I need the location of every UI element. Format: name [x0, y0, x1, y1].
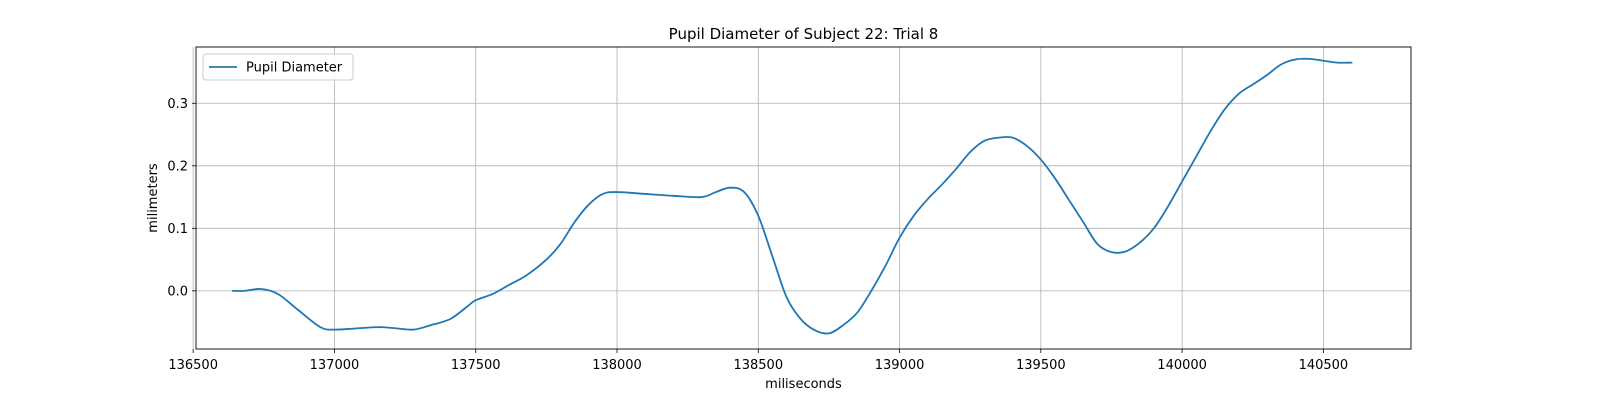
y-axis-label: milimeters: [146, 163, 161, 233]
y-tick-label: 0.3: [167, 97, 188, 112]
x-tick-label: 139000: [875, 358, 925, 373]
x-tick-label: 137500: [451, 358, 501, 373]
legend: Pupil Diameter: [202, 53, 354, 81]
x-tick-label: 136500: [168, 358, 218, 373]
y-axis-ticks: 0.0 0.1 0.2 0.3: [167, 97, 196, 299]
series-layer: [231, 57, 1353, 335]
x-tick-label: 140000: [1157, 358, 1207, 373]
x-axis-label: miliseconds: [765, 377, 842, 392]
x-tick-label: 139500: [1016, 358, 1066, 373]
x-tick-label: 140500: [1299, 358, 1349, 373]
chart-title: Pupil Diameter of Subject 22: Trial 8: [669, 25, 939, 43]
grid-lines: [192, 47, 1411, 349]
y-tick-label: 0.0: [167, 284, 188, 299]
x-axis-ticks: 136500 137000 137500 138000 138500 139000 1395…: [168, 349, 1348, 373]
plot-frame: [195, 46, 1412, 350]
y-tick-label: 0.1: [167, 222, 188, 237]
x-tick-label: 137000: [310, 358, 360, 373]
x-tick-label: 138000: [592, 358, 642, 373]
series-line-pupil-diameter: [231, 57, 1353, 335]
legend-box: [202, 53, 354, 81]
legend-label: Pupil Diameter: [246, 61, 343, 76]
x-tick-label: 138500: [733, 358, 783, 373]
y-tick-label: 0.2: [167, 159, 188, 174]
